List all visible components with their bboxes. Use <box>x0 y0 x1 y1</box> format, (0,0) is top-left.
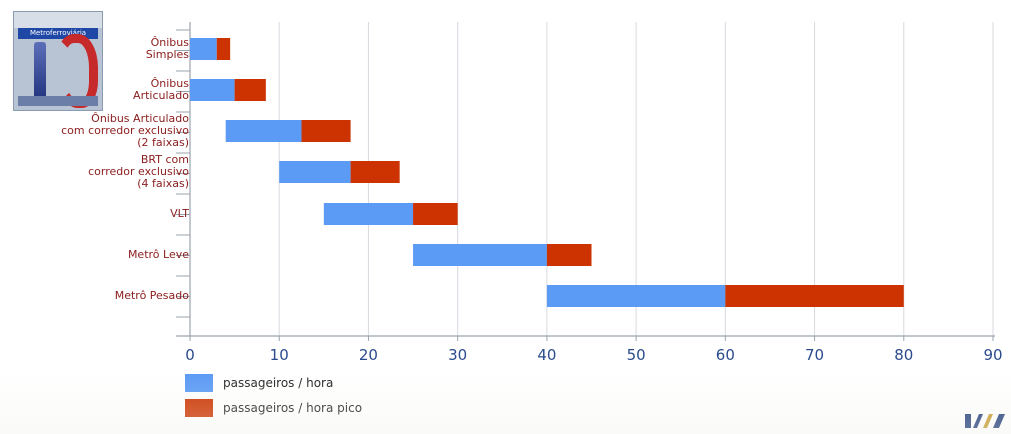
bar-passengers-hour-5 <box>413 244 547 266</box>
legend-swatch <box>185 374 213 392</box>
legend-swatch <box>185 399 213 417</box>
poster-tower-graphic <box>34 42 46 104</box>
category-label-line: Simples <box>145 48 189 61</box>
bar-passengers-hour-1 <box>190 79 235 101</box>
bar-passengers-hour-6 <box>546 285 726 307</box>
company-logo-icon <box>963 412 1007 428</box>
category-label-line: (4 faixas) <box>137 177 189 190</box>
x-tick-label: 60 <box>715 346 735 364</box>
poster-base-band <box>18 96 98 106</box>
bar-passengers-peak-hour-3 <box>350 161 400 183</box>
category-label-line: VLT <box>170 207 189 220</box>
category-label: BRT com corredor exclusivo (4 faixas) <box>9 154 189 190</box>
legend-item: passageiros / hora pico <box>185 398 362 418</box>
category-label: Metrô Leve <box>9 249 189 261</box>
category-label-line: com corredor exclusivo <box>61 124 189 137</box>
x-tick-label: 50 <box>626 346 646 364</box>
category-label-line: corredor exclusivo <box>88 165 189 178</box>
x-tick-label: 0 <box>185 346 195 364</box>
x-tick-label: 10 <box>269 346 289 364</box>
category-label-line: Ônibus <box>150 77 189 90</box>
x-tick-label: 80 <box>894 346 914 364</box>
bar-passengers-peak-hour-4 <box>413 203 458 225</box>
bar-passengers-peak-hour-5 <box>546 244 592 266</box>
bar-passengers-peak-hour-6 <box>725 285 904 307</box>
poster-header-band <box>14 12 102 28</box>
legend-label: passageiros / hora pico <box>223 401 363 415</box>
category-label-line: BRT com <box>140 153 189 166</box>
category-label: Ônibus Articulado com corredor exclusivo(… <box>9 113 189 149</box>
x-tick-label: 20 <box>358 346 378 364</box>
bar-passengers-hour-2 <box>225 120 302 142</box>
category-label-line: (2 faixas) <box>137 136 189 149</box>
poster-title: Metroferroviária <box>18 28 98 39</box>
poster-thumbnail-image: Metroferroviária <box>13 11 103 111</box>
category-label: Ônibus Articulado <box>9 78 189 102</box>
category-label-line: Metrô Leve <box>127 248 189 261</box>
bar-passengers-peak-hour-2 <box>301 120 351 142</box>
bar-passengers-hour-3 <box>279 161 351 183</box>
category-label: VLT <box>9 208 189 220</box>
x-tick-label: 70 <box>805 346 825 364</box>
category-label-line: Articulado <box>133 89 189 102</box>
category-label-line: Ônibus Articulado <box>91 112 189 125</box>
bar-passengers-peak-hour-1 <box>234 79 266 101</box>
category-label: Metrô Pesado <box>9 290 189 302</box>
bar-passengers-peak-hour-0 <box>216 38 231 60</box>
bar-passengers-hour-0 <box>190 38 217 60</box>
x-tick-label: 30 <box>448 346 468 364</box>
bar-passengers-hour-4 <box>323 203 414 225</box>
x-tick-label: 90 <box>983 346 1003 364</box>
category-label-line: Metrô Pesado <box>114 289 189 302</box>
legend-item: passageiros / hora <box>185 373 333 393</box>
x-tick-label: 40 <box>537 346 557 364</box>
category-label: Ônibus Simples <box>9 37 189 61</box>
legend-label: passageiros / hora <box>223 376 334 390</box>
category-label-line: Ônibus <box>150 36 189 49</box>
